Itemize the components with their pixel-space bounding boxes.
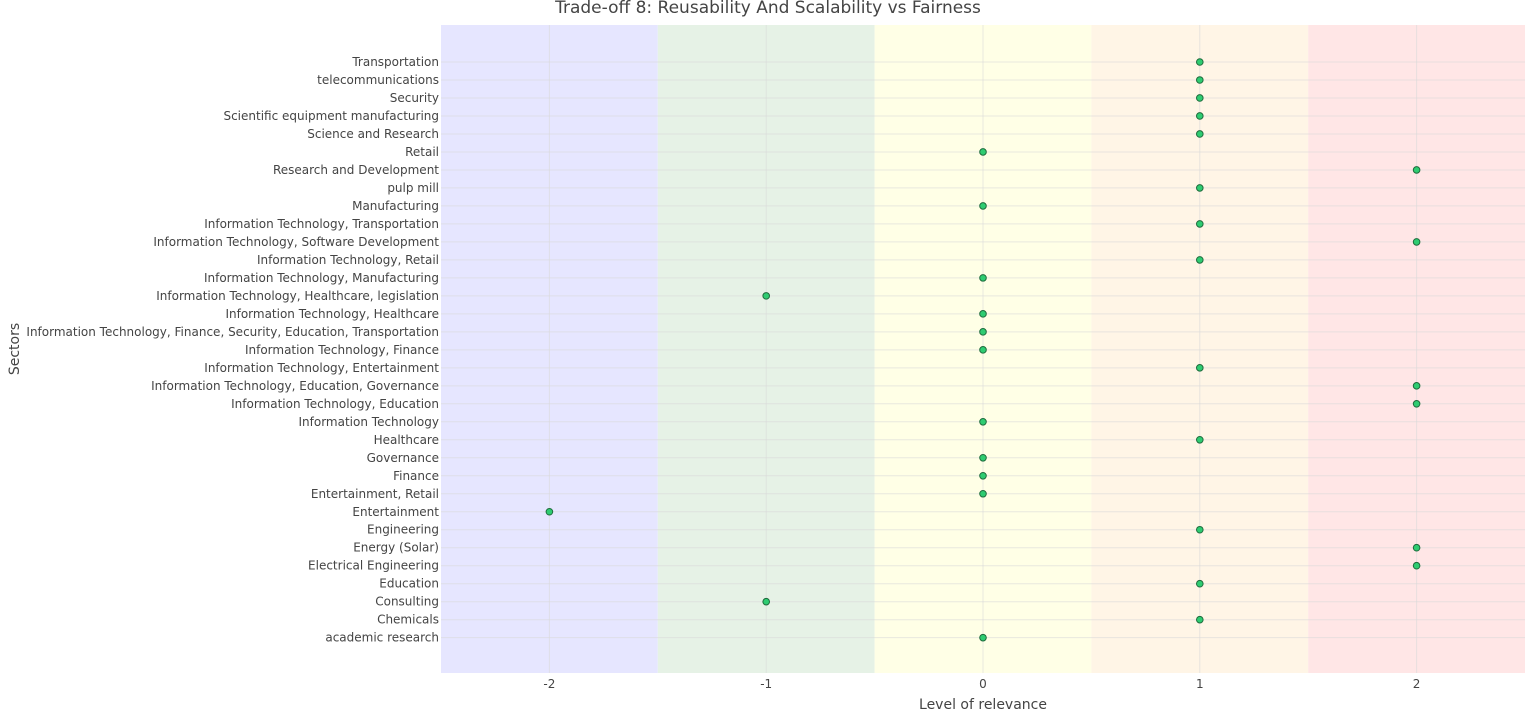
- y-tick-label: Governance: [367, 451, 439, 465]
- data-point: [1196, 220, 1204, 228]
- chart-title: Trade-off 8: Reusability And Scalability…: [554, 0, 981, 18]
- y-tick-label: Science and Research: [307, 127, 439, 141]
- data-point: [1196, 58, 1204, 66]
- y-tick-label: Information Technology, Education: [231, 397, 439, 411]
- y-tick-label: Information Technology, Healthcare, legi…: [156, 289, 439, 303]
- data-point: [545, 507, 554, 516]
- y-tick-label: Information Technology, Entertainment: [204, 361, 439, 375]
- x-tick-label: -1: [760, 677, 772, 691]
- y-tick-label: Finance: [393, 469, 439, 483]
- x-tick-labels: -2 -1 0 1 2: [543, 677, 1420, 691]
- data-point: [1196, 94, 1204, 102]
- y-tick-label: academic research: [325, 631, 439, 645]
- y-axis-title: Sectors: [7, 323, 23, 375]
- y-tick-label: Retail: [405, 145, 439, 159]
- y-tick-label: Transportation: [351, 55, 439, 69]
- data-points: [545, 58, 1421, 642]
- data-point: [1196, 364, 1204, 372]
- data-point: [979, 453, 987, 462]
- data-point: [762, 292, 771, 300]
- y-tick-label: Manufacturing: [352, 199, 439, 213]
- data-point: [979, 633, 987, 642]
- data-point: [1412, 382, 1421, 390]
- data-point: [1196, 256, 1204, 264]
- data-point: [762, 597, 771, 606]
- data-point: [979, 328, 987, 336]
- data-point: [1196, 615, 1204, 624]
- y-tick-label: Energy (Solar): [353, 541, 439, 555]
- grid-lines: [441, 25, 1525, 673]
- y-tick-label: Information Technology: [299, 415, 440, 429]
- y-tick-label: Information Technology, Transportation: [204, 217, 439, 231]
- data-point: [1196, 76, 1204, 84]
- y-tick-labels: Transportation telecommunications Security…: [26, 55, 439, 645]
- x-tick-label: 2: [1413, 677, 1421, 691]
- y-tick-label: Entertainment, Retail: [311, 487, 439, 501]
- data-point: [1412, 400, 1421, 408]
- data-point: [979, 148, 987, 156]
- y-tick-label: Information Technology, Education, Gover…: [151, 379, 439, 393]
- y-tick-label: Information Technology, Finance: [245, 343, 439, 357]
- data-point: [1196, 130, 1204, 138]
- data-point: [1412, 166, 1421, 174]
- y-tick-label: Scientific equipment manufacturing: [223, 109, 439, 123]
- y-tick-label: Education: [379, 577, 439, 591]
- x-tick-label: 1: [1196, 677, 1204, 691]
- data-point: [1412, 561, 1421, 570]
- data-point: [979, 274, 987, 282]
- data-point: [979, 471, 987, 480]
- y-tick-label: Research and Development: [273, 163, 439, 177]
- y-tick-label: Healthcare: [374, 433, 439, 447]
- y-tick-label: Entertainment: [352, 505, 439, 519]
- y-tick-label: Information Technology, Finance, Securit…: [26, 325, 439, 339]
- y-tick-label: telecommunications: [317, 73, 439, 87]
- data-point: [1196, 112, 1204, 120]
- y-tick-label: Consulting: [375, 595, 439, 609]
- y-tick-label: Electrical Engineering: [308, 559, 439, 573]
- data-point: [1196, 579, 1204, 588]
- y-tick-label: pulp mill: [387, 181, 439, 195]
- data-point: [979, 310, 987, 318]
- data-point: [1196, 525, 1204, 534]
- y-tick-label: Information Technology, Retail: [257, 253, 439, 267]
- x-axis-title: Level of relevance: [919, 697, 1047, 713]
- y-tick-label: Information Technology, Software Develop…: [153, 235, 439, 249]
- data-point: [979, 346, 987, 354]
- data-point: [979, 418, 987, 426]
- data-point: [1196, 435, 1204, 444]
- y-tick-label: Information Technology, Healthcare: [225, 307, 439, 321]
- y-tick-label: Security: [390, 91, 439, 105]
- data-point: [1412, 238, 1421, 246]
- data-point: [1412, 543, 1421, 552]
- y-tick-label: Engineering: [367, 523, 439, 537]
- y-tick-label: Information Technology, Manufacturing: [204, 271, 439, 285]
- y-tick-label: Chemicals: [377, 613, 439, 627]
- data-point: [979, 202, 987, 210]
- x-tick-label: 0: [979, 677, 987, 691]
- x-tick-label: -2: [543, 677, 555, 691]
- data-point: [979, 489, 987, 498]
- data-point: [1196, 184, 1204, 192]
